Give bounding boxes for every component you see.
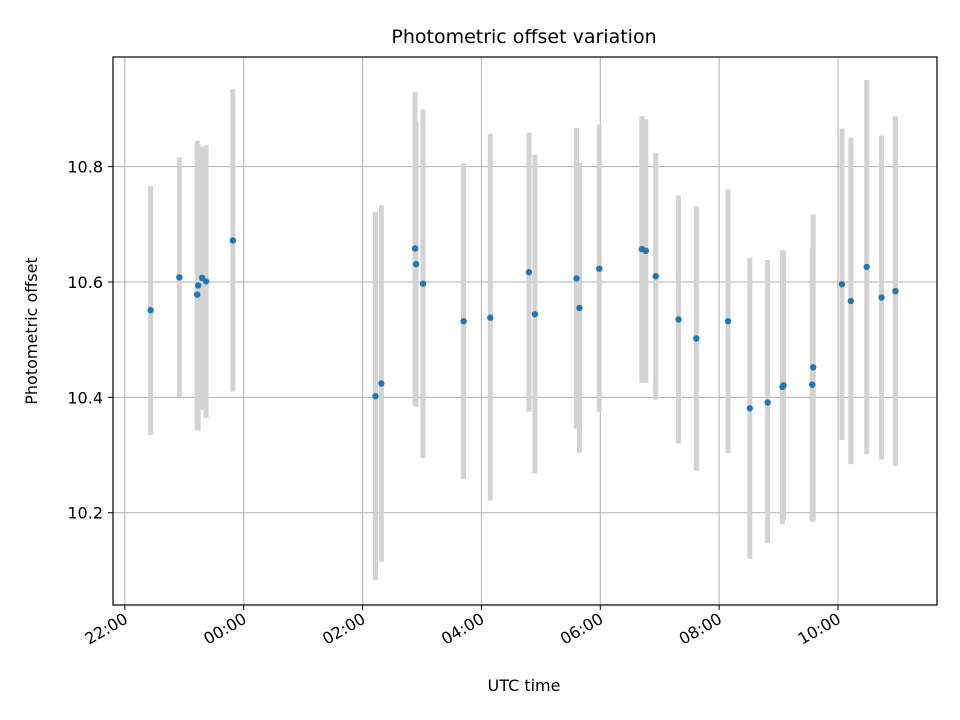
plot-frame xyxy=(112,56,938,606)
data-point xyxy=(419,280,427,287)
x-tick-label: 02:00 xyxy=(319,609,368,649)
y-tick-label: 10.8 xyxy=(67,158,103,177)
data-point xyxy=(176,274,183,281)
data-point xyxy=(487,314,494,321)
data-point xyxy=(863,263,870,271)
data-point xyxy=(525,268,533,276)
data-point xyxy=(596,265,603,272)
y-tick-label: 10.2 xyxy=(67,504,103,523)
x-axis-ticks: 22:00 00:00 02:00 04:00 06:00 08:00 10:00 xyxy=(81,605,844,649)
data-point xyxy=(229,237,237,244)
data-point xyxy=(847,297,855,305)
x-tick-label: 22:00 xyxy=(81,609,130,649)
data-point xyxy=(878,294,885,301)
data-point xyxy=(652,273,659,280)
y-axis-label: Photometric offset xyxy=(22,257,41,405)
chart-title: Photometric offset variation xyxy=(391,26,656,48)
data-point xyxy=(378,380,385,387)
data-point xyxy=(411,245,419,252)
data-point xyxy=(838,281,846,288)
data-point xyxy=(194,282,202,289)
data-point xyxy=(810,364,817,371)
data-point xyxy=(675,316,682,323)
y-tick-label: 10.4 xyxy=(67,388,103,407)
data-point xyxy=(693,335,700,342)
data-point xyxy=(412,260,420,268)
data-point xyxy=(809,381,816,388)
data-point xyxy=(780,382,787,389)
data-point xyxy=(531,311,539,318)
y-axis-ticks: 10.2 10.4 10.6 10.8 xyxy=(67,158,113,523)
data-point xyxy=(892,287,899,295)
x-tick-label: 04:00 xyxy=(438,609,487,649)
data-point xyxy=(642,247,650,255)
data-point xyxy=(724,317,732,325)
data-point xyxy=(460,317,467,325)
data-point xyxy=(202,278,210,285)
y-tick-label: 10.6 xyxy=(67,273,103,292)
x-tick-label: 00:00 xyxy=(200,609,249,649)
data-point xyxy=(193,291,201,298)
data-point xyxy=(372,392,379,400)
x-axis-label: UTC time xyxy=(488,676,561,695)
data-point xyxy=(573,275,580,282)
x-tick-label: 10:00 xyxy=(795,609,844,649)
x-tick-label: 06:00 xyxy=(557,609,606,649)
data-point xyxy=(576,304,583,312)
data-point xyxy=(147,307,154,314)
data-point xyxy=(746,405,754,412)
x-tick-label: 08:00 xyxy=(676,609,725,649)
error-bars xyxy=(148,80,898,581)
data-points xyxy=(147,237,899,412)
data-point xyxy=(764,399,771,406)
